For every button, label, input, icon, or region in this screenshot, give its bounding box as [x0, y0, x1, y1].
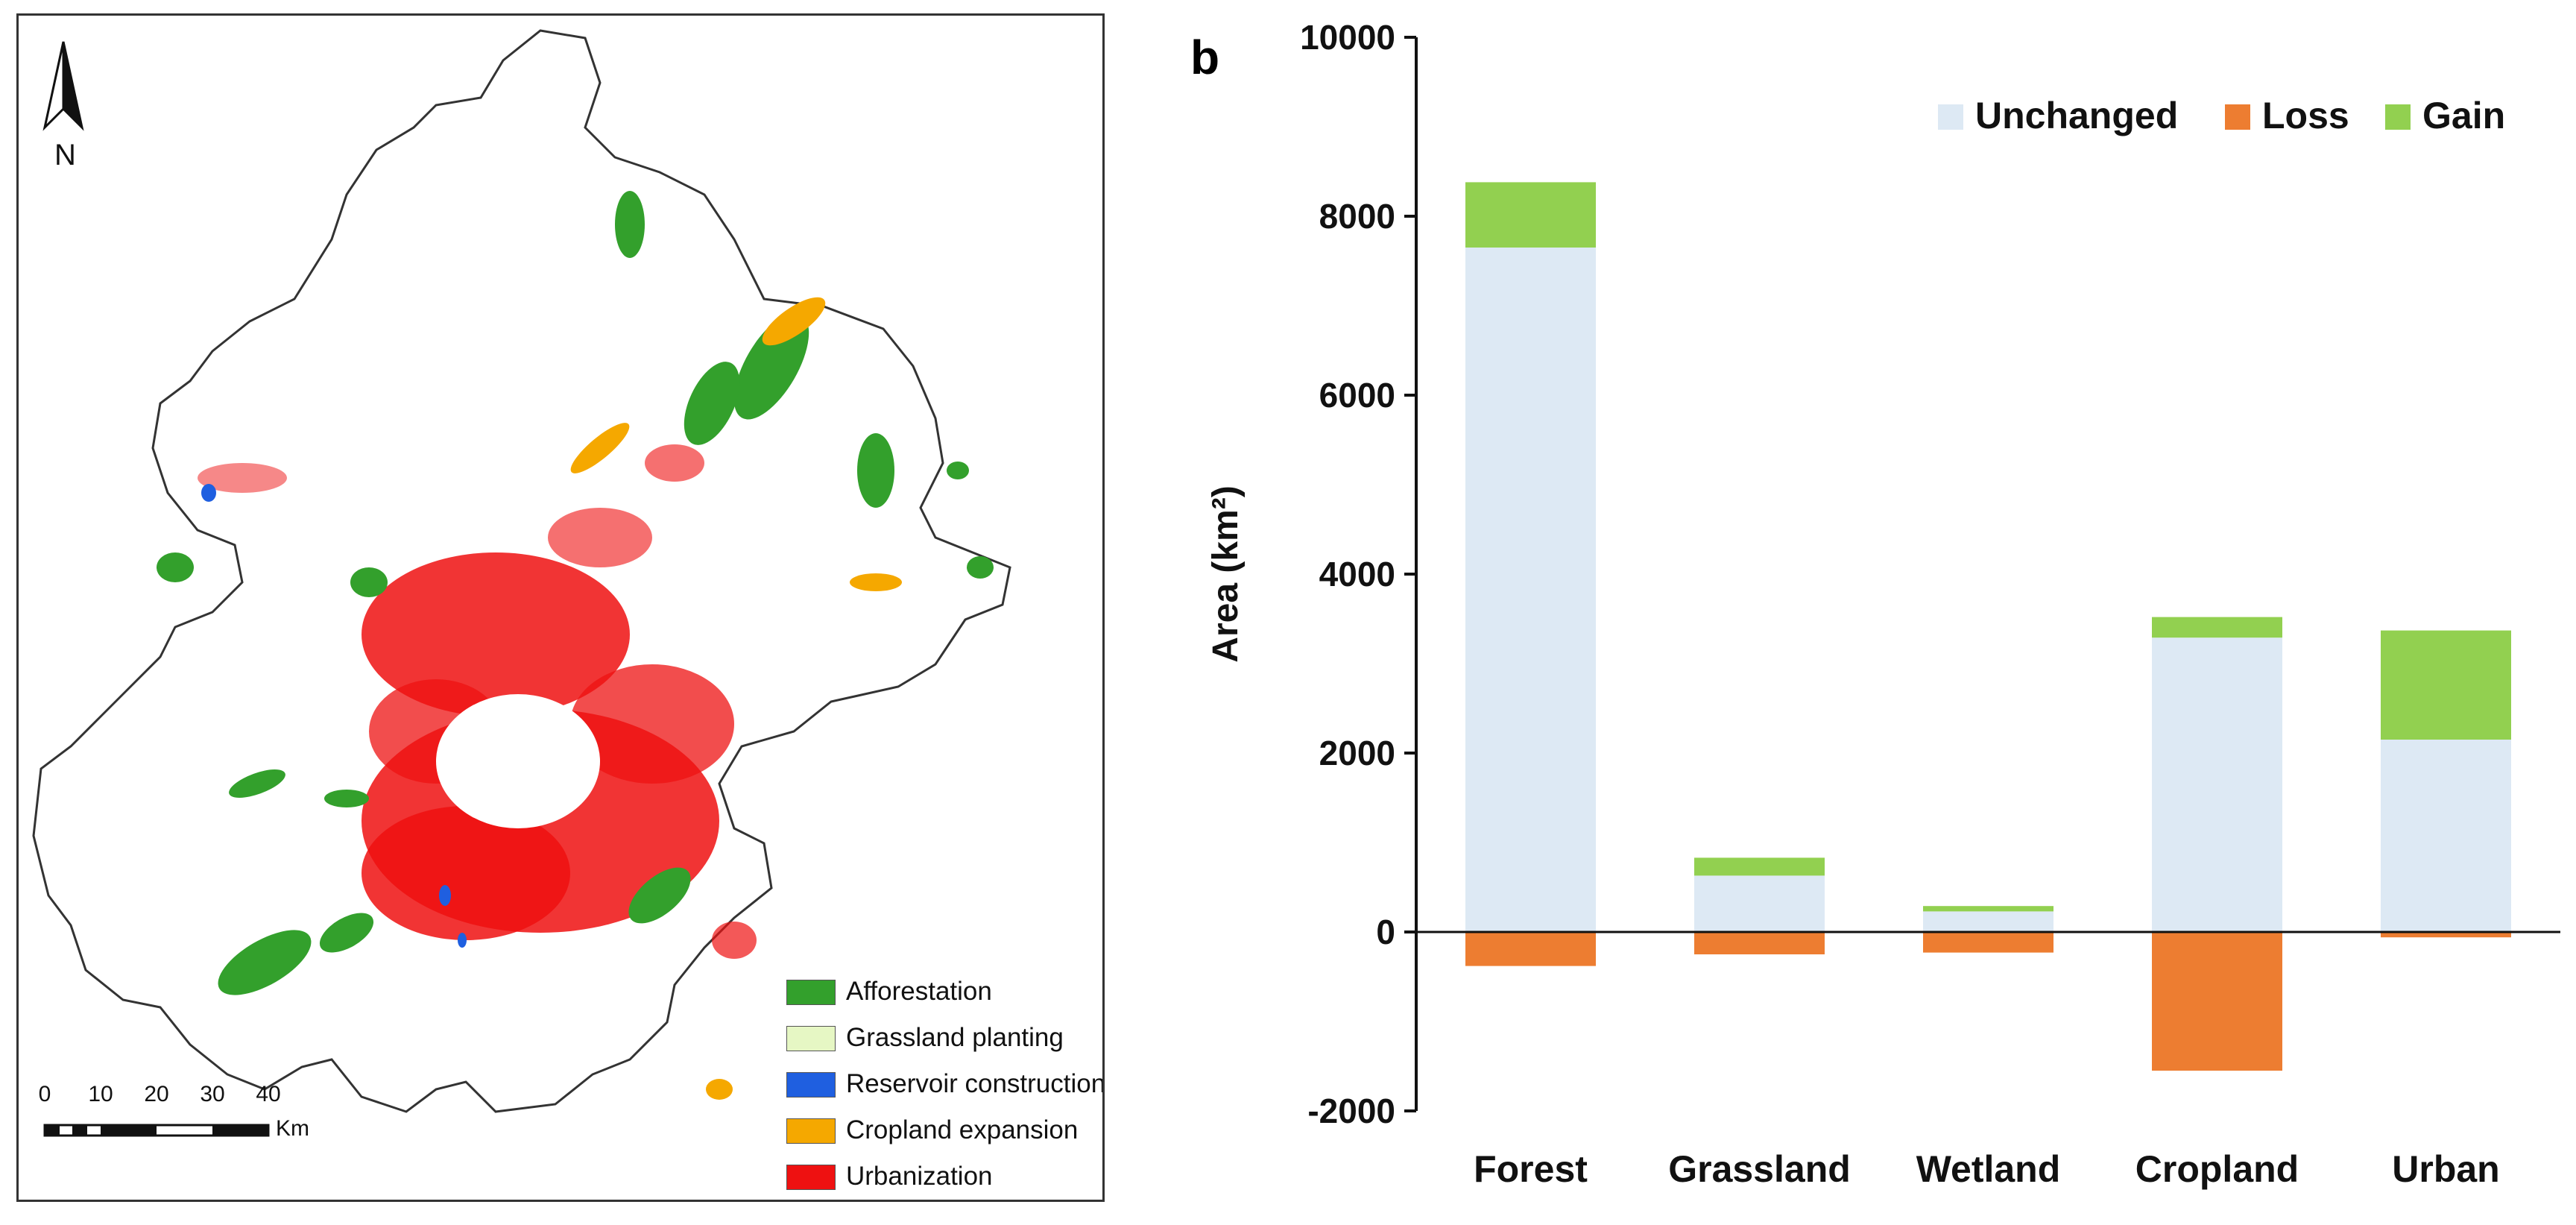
x-tick-label: Urban: [2392, 1148, 2499, 1190]
afforestation-patches: [157, 191, 994, 995]
bar-gain-grassland: [1694, 857, 1825, 876]
legend-label: Afforestation: [846, 977, 992, 1006]
bar-gain-forest: [1465, 182, 1596, 248]
legend-swatch-unchanged: [1938, 104, 1963, 130]
legend-swatch: [786, 1026, 836, 1051]
legend-swatch: [786, 1072, 836, 1098]
legend-swatch: [786, 1118, 836, 1144]
legend-swatch: [786, 980, 836, 1005]
legend-label: Grassland planting: [846, 1023, 1064, 1052]
scale-tick-label: 10: [88, 1082, 113, 1106]
bar-unchanged-cropland: [2152, 637, 2282, 932]
scale-bar: 0 10 20 30 40 Km: [26, 1082, 399, 1171]
legend-swatch-loss: [2225, 104, 2250, 130]
scale-bar-graphic: [43, 1124, 270, 1137]
x-tick-label: Wetland: [1916, 1148, 2061, 1190]
bar-loss-grassland: [1694, 932, 1825, 954]
legend-label: Cropland expansion: [846, 1115, 1079, 1144]
city-core: [436, 694, 600, 828]
cropland-expansion-patches: [570, 297, 902, 1100]
bar-gain-wetland: [1923, 906, 2053, 912]
reservoir-patches: [201, 484, 467, 948]
bar-unchanged-forest: [1465, 248, 1596, 932]
map-canvas: [32, 29, 1011, 1113]
legend-label: Reservoir construction: [846, 1069, 1105, 1098]
scale-unit: Km: [276, 1116, 309, 1141]
legend-swatch-gain: [2385, 104, 2411, 130]
legend-label-gain: Gain: [2422, 95, 2505, 136]
bar-loss-urban: [2381, 932, 2511, 938]
bar-unchanged-wetland: [1923, 911, 2053, 932]
north-arrow-icon: [42, 41, 84, 131]
x-tick-label: Forest: [1474, 1148, 1588, 1190]
y-tick-label: 10000: [1300, 18, 1395, 57]
y-tick-label: 6000: [1319, 376, 1395, 415]
bar-gain-urban: [2381, 630, 2511, 740]
bar-unchanged-urban: [2381, 740, 2511, 932]
legend-label: Urbanization: [846, 1162, 993, 1191]
x-tick-label: Cropland: [2135, 1148, 2299, 1190]
y-axis-label: Area (km²): [1206, 485, 1246, 662]
legend-label-loss: Loss: [2262, 95, 2349, 136]
scale-tick-label: 0: [38, 1082, 51, 1106]
land-area-bar-chart: Forest Grassland Wetland Cropland Urban -2000…: [1206, 18, 2560, 1190]
bar-loss-wetland: [1923, 932, 2053, 953]
legend-swatch: [786, 1165, 836, 1190]
y-tick-label: 8000: [1319, 197, 1395, 236]
y-tick-label: -2000: [1307, 1092, 1395, 1130]
y-tick-label: 2000: [1319, 734, 1395, 772]
bar-unchanged-grassland: [1694, 875, 1825, 932]
scale-tick-label: 20: [144, 1082, 169, 1106]
panel-label-b: b: [1190, 31, 1220, 84]
x-tick-label: Grassland: [1668, 1148, 1851, 1190]
north-arrow: N: [30, 34, 97, 183]
scale-tick-label: 40: [256, 1082, 281, 1106]
bar-gain-cropland: [2152, 617, 2282, 638]
scale-tick-label: 30: [200, 1082, 225, 1106]
y-tick-label: 0: [1376, 913, 1395, 951]
north-label: N: [54, 139, 76, 171]
legend-label-unchanged: Unchanged: [1975, 95, 2178, 136]
y-tick-label: 4000: [1319, 555, 1395, 593]
urbanization-patches: [198, 444, 757, 959]
land-change-map: N Afforestation Grassland planting Reser…: [16, 13, 1105, 1202]
bar-loss-forest: [1465, 932, 1596, 966]
bar-loss-cropland: [2152, 932, 2282, 1071]
